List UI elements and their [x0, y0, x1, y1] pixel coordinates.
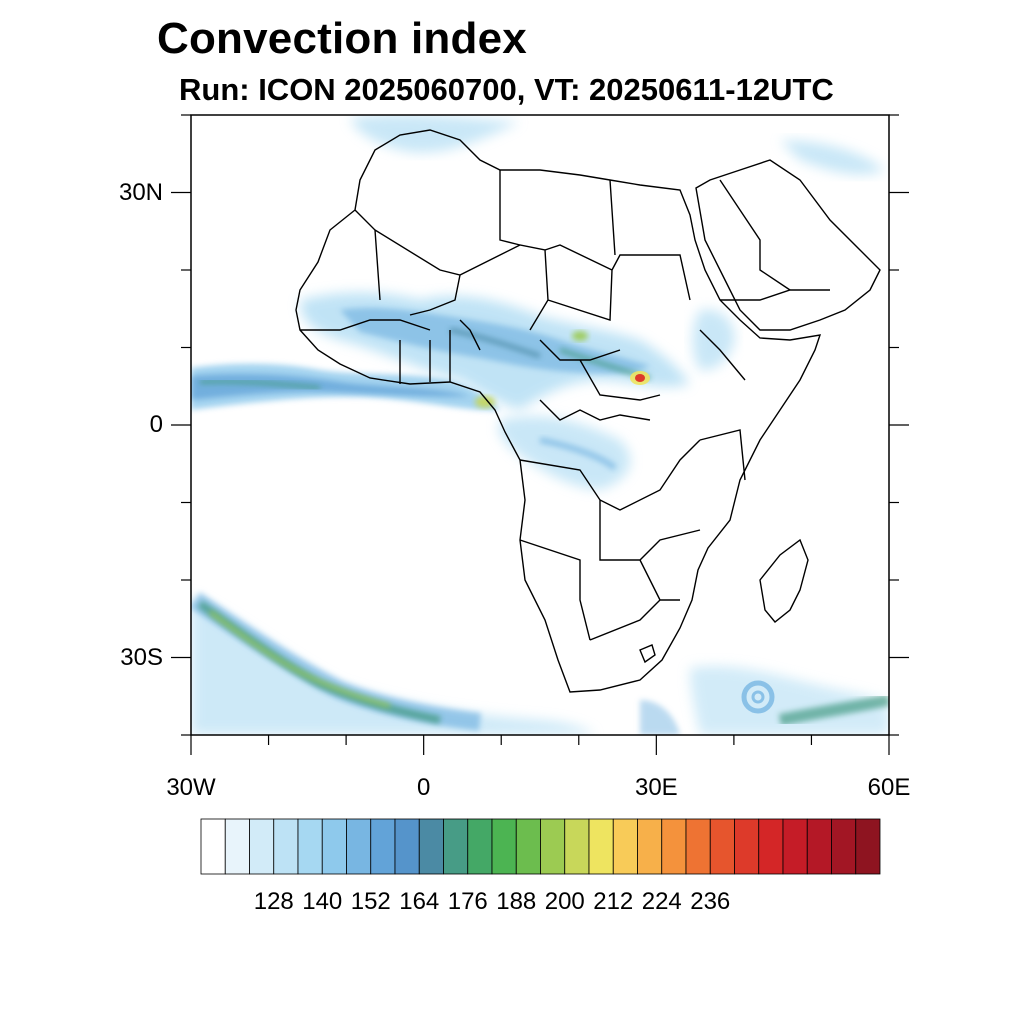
colorbar-swatch	[685, 818, 711, 875]
lat-tick-label: 30N	[118, 178, 163, 206]
colorbar-swatch	[758, 818, 784, 875]
colorbar-swatch	[782, 818, 808, 875]
colorbar-label: 200	[544, 888, 585, 915]
colorbar-label: 188	[496, 888, 537, 915]
colorbar-swatch	[540, 818, 566, 875]
colorbar-label: 224	[641, 888, 682, 915]
colorbar-swatch	[515, 818, 541, 875]
lon-tick-label: 30E	[634, 774, 678, 801]
map-subtitle: Run: ICON 2025060700, VT: 20250611-12UTC	[179, 72, 834, 107]
colorbar-swatch	[418, 818, 444, 875]
colorbar-label: 212	[593, 888, 634, 915]
colorbar-label: 236	[690, 888, 731, 915]
colorbar-swatch	[346, 818, 372, 875]
colorbar-label: 152	[350, 888, 391, 915]
colorbar-swatch	[394, 818, 420, 875]
colorbar-swatch	[806, 818, 832, 875]
colorbar-swatch	[612, 818, 638, 875]
colorbar-swatch	[831, 818, 857, 875]
colorbar-swatch	[321, 818, 347, 875]
colorbar-swatch	[249, 818, 275, 875]
map-title: Convection index	[157, 14, 527, 63]
lat-tick-label: 30S	[120, 643, 163, 671]
colorbar-swatch	[709, 818, 735, 875]
lon-tick-label: 0	[416, 774, 431, 801]
colorbar-label: 140	[302, 888, 343, 915]
colorbar-swatch	[491, 818, 517, 875]
africa-outline	[295, 129, 881, 693]
colorbar-label: 164	[399, 888, 440, 915]
lon-tick-label: 30W	[166, 774, 216, 801]
colorbar-swatch	[273, 818, 299, 875]
colorbar-swatch	[297, 818, 323, 875]
colorbar-label: 176	[447, 888, 488, 915]
colorbar-swatch	[467, 818, 493, 875]
colorbar-swatch	[224, 818, 250, 875]
colorbar-swatch	[443, 818, 469, 875]
axis-ticks	[171, 114, 909, 755]
colorbar-swatch	[200, 818, 226, 875]
colorbar-swatch	[564, 818, 590, 875]
lon-tick-label: 60E	[867, 774, 911, 801]
colorbar-swatch	[734, 818, 760, 875]
colorbar	[200, 818, 881, 875]
colorbar-swatch	[370, 818, 396, 875]
colorbar-swatch	[661, 818, 687, 875]
colorbar-swatch	[588, 818, 614, 875]
convection-field	[191, 115, 889, 735]
colorbar-swatch	[637, 818, 663, 875]
colorbar-label: 128	[253, 888, 294, 915]
colorbar-swatch	[855, 818, 881, 875]
lat-tick-label: 0	[149, 411, 163, 438]
